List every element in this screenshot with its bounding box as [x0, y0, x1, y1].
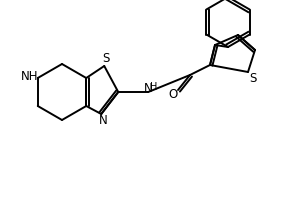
Text: N: N — [99, 114, 108, 128]
Text: N: N — [144, 82, 153, 96]
Text: O: O — [168, 88, 178, 102]
Text: H: H — [150, 82, 157, 92]
Text: S: S — [103, 52, 110, 66]
Text: S: S — [249, 72, 257, 86]
Text: NH: NH — [21, 70, 38, 82]
